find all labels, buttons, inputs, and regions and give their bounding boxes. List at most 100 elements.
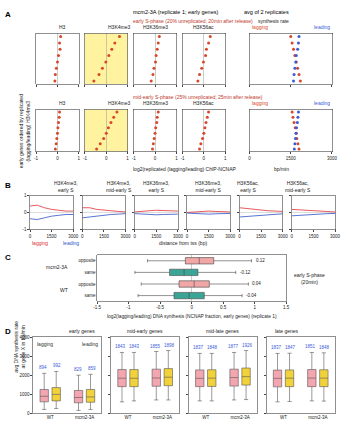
svg-text:same: same [85, 293, 97, 298]
svg-text:1: 1 [175, 156, 178, 161]
svg-text:bp/min: bp/min [274, 166, 289, 172]
svg-text:-0.04: -0.04 [246, 293, 257, 298]
svg-text:0: 0 [56, 156, 59, 161]
svg-text:1: 1 [126, 156, 129, 161]
svg-text:H3K56ac,early S: H3K56ac,early S [237, 180, 259, 193]
svg-text:mcm2-3A: mcm2-3A [75, 415, 94, 420]
svg-text:992: 992 [53, 363, 61, 368]
svg-text:log2(replicated (lagging/leadi: log2(replicated (lagging/leading) ChIP-N… [133, 166, 236, 172]
svg-text:WT: WT [47, 415, 54, 420]
svg-text:-1: -1 [132, 156, 136, 161]
svg-text:0.12: 0.12 [256, 258, 265, 263]
svg-text:1843: 1843 [115, 344, 126, 349]
svg-text:mcm2-3A (replicate 1; early ge: mcm2-3A (replicate 1; early genes) [133, 9, 218, 15]
svg-text:3000: 3000 [330, 234, 341, 239]
svg-text:1500: 1500 [204, 234, 215, 239]
svg-text:0.04: 0.04 [252, 281, 261, 286]
svg-text:mcm2-3A: mcm2-3A [230, 415, 249, 420]
svg-text:1500: 1500 [256, 234, 267, 239]
svg-text:1.5: 1.5 [283, 305, 290, 310]
svg-text:0: 0 [81, 234, 84, 239]
svg-text:mcm2-3A: mcm2-3A [46, 264, 68, 270]
svg-text:2000: 2000 [20, 373, 31, 378]
svg-text:1500: 1500 [47, 234, 58, 239]
svg-text:leading: leading [63, 240, 79, 246]
svg-text:3000: 3000 [173, 234, 184, 239]
svg-text:opposite: opposite [79, 258, 97, 263]
svg-text:1837: 1837 [271, 345, 282, 350]
svg-text:1500: 1500 [308, 234, 319, 239]
svg-text:synthesis rate: synthesis rate [258, 18, 289, 24]
svg-text:-0.12: -0.12 [240, 270, 251, 275]
svg-text:avg DNA synthesis rateat gene: avg DNA synthesis rateat gene X in bp/mi… [13, 321, 26, 373]
svg-text:1855: 1855 [150, 344, 161, 349]
svg-text:1851: 1851 [305, 344, 316, 349]
svg-text:H3K4me3: H3K4me3 [108, 100, 130, 106]
svg-text:0: 0 [203, 156, 206, 161]
svg-text:H3K56ac: H3K56ac [193, 100, 214, 106]
svg-text:H3K36me3,early S: H3K36me3,early S [143, 180, 169, 193]
svg-text:H3K36me3: H3K36me3 [143, 24, 168, 30]
svg-text:H3K36me3,mid-early S: H3K36me3,mid-early S [195, 180, 222, 193]
svg-text:A: A [5, 10, 11, 19]
svg-text:distance from tss (bp): distance from tss (bp) [159, 240, 207, 246]
svg-text:0.5: 0.5 [220, 305, 227, 310]
svg-text:H3K4me3,mid-early S: H3K4me3,mid-early S [106, 180, 132, 193]
svg-text:1837: 1837 [193, 345, 204, 350]
svg-text:-0.5: -0.5 [156, 305, 164, 310]
svg-text:1: 1 [224, 156, 227, 161]
svg-text:H3K4me3,early S: H3K4me3,early S [54, 180, 78, 193]
svg-text:C: C [5, 253, 11, 262]
svg-text:3000: 3000 [20, 354, 31, 359]
svg-text:lagging: lagging [252, 24, 268, 30]
svg-text:early S-phase(20min): early S-phase(20min) [294, 272, 325, 285]
svg-text:1926: 1926 [242, 343, 253, 348]
svg-text:early S-phase (20% unreplicate: early S-phase (20% unreplicated; 20min a… [133, 18, 253, 24]
svg-text:1500: 1500 [151, 234, 162, 239]
svg-text:0: 0 [133, 234, 136, 239]
svg-text:H3K4me3: H3K4me3 [108, 24, 130, 30]
svg-text:0: 0 [291, 234, 294, 239]
svg-text:H3K36me3: H3K36me3 [143, 100, 168, 106]
svg-text:mid-early S-phase (25% unrepli: mid-early S-phase (25% unreplicated; 25m… [133, 94, 263, 100]
svg-text:1000: 1000 [20, 392, 31, 397]
svg-text:WT: WT [280, 415, 287, 420]
svg-text:D: D [5, 327, 11, 336]
svg-text:H3K56ac: H3K56ac [193, 24, 214, 30]
svg-text:829: 829 [74, 367, 82, 372]
svg-text:0: 0 [105, 156, 108, 161]
svg-text:lagging: lagging [252, 100, 268, 106]
svg-text:lagging: lagging [37, 341, 53, 347]
svg-text:-1: -1 [34, 156, 38, 161]
svg-text:1898: 1898 [164, 343, 175, 348]
svg-text:1: 1 [78, 156, 81, 161]
svg-text:B: B [5, 181, 11, 190]
svg-text:early genes: early genes [69, 328, 95, 334]
svg-text:mid-early genes: mid-early genes [127, 328, 163, 334]
svg-text:-1: -1 [22, 227, 26, 232]
svg-text:3000: 3000 [278, 234, 289, 239]
svg-text:leading: leading [314, 100, 330, 106]
svg-text:mcm2-3A: mcm2-3A [153, 415, 172, 420]
svg-text:3000: 3000 [121, 234, 132, 239]
svg-text:-1.5: -1.5 [93, 305, 101, 310]
svg-text:1: 1 [24, 193, 27, 198]
svg-text:avg of 2 replicates: avg of 2 replicates [244, 9, 289, 15]
svg-text:1877: 1877 [228, 344, 239, 349]
svg-text:late genes: late genes [275, 328, 299, 334]
svg-text:0: 0 [238, 234, 241, 239]
svg-text:WT: WT [202, 415, 209, 420]
svg-text:1847: 1847 [285, 345, 296, 350]
svg-text:log2(lagging/leading) DNA synt: log2(lagging/leading) DNA synthesis (NCN… [107, 314, 277, 319]
svg-text:3000: 3000 [327, 156, 338, 161]
svg-text:0: 0 [29, 234, 32, 239]
svg-text:1848: 1848 [207, 345, 218, 350]
svg-text:0: 0 [190, 305, 193, 310]
svg-text:0: 0 [24, 210, 27, 215]
svg-text:1500: 1500 [286, 156, 297, 161]
svg-text:mid-late genes: mid-late genes [206, 328, 239, 334]
svg-text:0: 0 [27, 411, 30, 416]
svg-text:leading: leading [314, 24, 330, 30]
svg-text:4000: 4000 [20, 335, 31, 340]
svg-text:H3: H3 [59, 100, 66, 106]
